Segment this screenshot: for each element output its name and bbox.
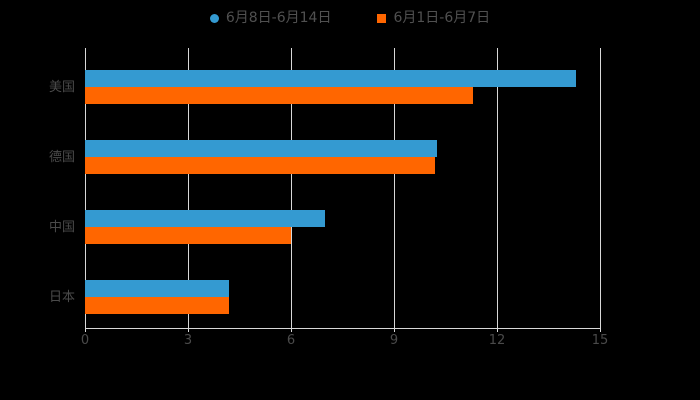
y-axis-label-3: 日本 <box>48 290 75 305</box>
x-axis-tick-label-4: 12 <box>488 333 506 348</box>
x-axis-tick-label-0: 0 <box>80 333 90 348</box>
y-axis-label-1: 德国 <box>48 150 75 165</box>
gridline-1 <box>188 48 189 328</box>
gridline-0 <box>85 48 86 328</box>
x-axis-tick-label-2: 6 <box>286 333 296 348</box>
y-axis-label-0: 美国 <box>48 80 75 95</box>
legend-label-series-1: 6月8日-6月14日 <box>225 10 332 26</box>
x-axis-tick-2 <box>291 328 292 332</box>
x-axis-tick-label-1: 3 <box>183 333 193 348</box>
bar-series-2-category-0[interactable] <box>85 87 473 104</box>
plot-area <box>85 48 601 328</box>
legend-item-series-2[interactable]: 6月1日-6月7日 <box>377 8 490 28</box>
y-axis-label-2: 中国 <box>48 220 75 235</box>
legend-swatch-icon-series-2 <box>377 13 387 23</box>
y-axis-category-labels: 美国 德国 中国 日本 <box>0 48 75 328</box>
bar-series-1-category-2[interactable] <box>85 210 326 227</box>
x-axis-tick-0 <box>85 328 86 332</box>
x-axis-tick-3 <box>394 328 395 332</box>
gridline-5 <box>600 48 601 328</box>
x-axis-line <box>85 328 601 329</box>
chart-legend: 6月8日-6月14日 6月1日-6月7日 <box>0 6 700 30</box>
x-axis-tick-4 <box>497 328 498 332</box>
x-axis-tick-1 <box>188 328 189 332</box>
legend-item-series-1[interactable]: 6月8日-6月14日 <box>209 8 332 28</box>
bar-series-2-category-3[interactable] <box>85 297 230 314</box>
bar-series-2-category-1[interactable] <box>85 157 436 174</box>
bar-series-1-category-3[interactable] <box>85 280 230 297</box>
legend-swatch-icon-series-1 <box>209 13 219 23</box>
x-axis-tick-label-5: 15 <box>591 333 609 348</box>
x-axis-tick-5 <box>600 328 601 332</box>
legend-label-series-2: 6月1日-6月7日 <box>393 10 491 26</box>
gridline-3 <box>394 48 395 328</box>
bar-series-2-category-2[interactable] <box>85 227 291 244</box>
bar-series-1-category-1[interactable] <box>85 140 437 157</box>
gridline-2 <box>291 48 292 328</box>
gridline-4 <box>497 48 498 328</box>
x-axis-tick-label-3: 9 <box>389 333 399 348</box>
bar-series-1-category-0[interactable] <box>85 70 576 87</box>
